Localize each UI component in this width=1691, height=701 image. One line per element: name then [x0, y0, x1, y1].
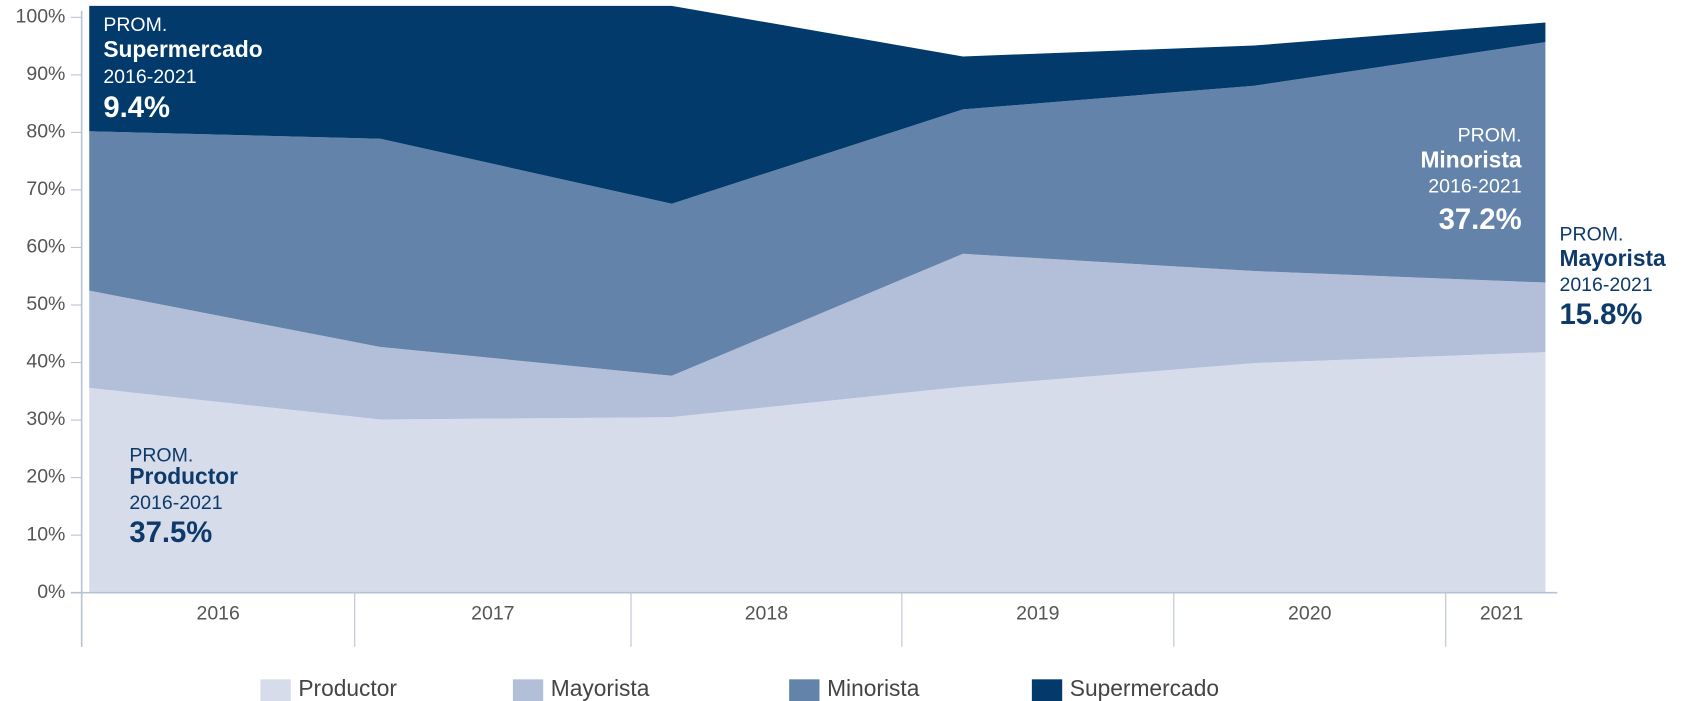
- annotation-line: PROM.: [129, 444, 193, 466]
- annotation-line: 2016-2021: [1560, 274, 1653, 296]
- y-tick-label: 70%: [26, 178, 65, 200]
- legend-label: Productor: [298, 675, 397, 701]
- x-tick-label: 2016: [196, 602, 239, 624]
- x-tick-label: 2019: [1016, 602, 1059, 624]
- y-tick-label: 30%: [26, 408, 65, 430]
- legend-label: Minorista: [827, 675, 920, 701]
- y-tick-label: 80%: [26, 121, 65, 143]
- annotation-line: PROM.: [1458, 125, 1522, 147]
- y-tick-label: 20%: [26, 466, 65, 488]
- annotation: PROM.Productor 2016-2021 37.5%: [129, 444, 238, 549]
- annotation-line: 9.4%: [103, 92, 170, 124]
- area: [89, 5, 1546, 204]
- area: [89, 352, 1546, 593]
- annotation-line: 2016-2021: [103, 66, 196, 88]
- y-tick-label: 60%: [26, 236, 65, 258]
- annotation-line: Mayorista: [1560, 245, 1667, 271]
- x-tick-label: 2020: [1288, 602, 1332, 624]
- annotation-line: 2016-2021: [129, 492, 222, 514]
- annotation-line: Productor: [129, 463, 238, 489]
- y-tick-label: 10%: [26, 523, 65, 545]
- y-tick-label: 40%: [26, 351, 65, 373]
- area: [89, 42, 1546, 376]
- x-tick-label: 2018: [745, 602, 788, 624]
- area: [89, 253, 1546, 420]
- annotation: PROM.Mayorista 2016-2021 15.8%: [1560, 223, 1667, 331]
- annotation-line: PROM.: [1560, 223, 1624, 245]
- y-tick-label: 90%: [26, 63, 65, 85]
- y-tick-label: 0%: [37, 581, 65, 603]
- y-tick-label: 50%: [26, 293, 65, 315]
- legend-label: Mayorista: [551, 675, 650, 701]
- legend-swatch: [512, 679, 544, 701]
- annotation-line: 37.5%: [129, 517, 212, 549]
- legend-label: Supermercado: [1070, 675, 1219, 701]
- annotation-line: 2016-2021: [1428, 176, 1521, 198]
- annotation-line: 37.2%: [1439, 204, 1522, 236]
- y-tick-label: 100%: [16, 5, 66, 27]
- annotation: PROM.Minorista 2016-2021 37.2%: [1420, 125, 1521, 236]
- annotation-line: PROM.: [103, 14, 167, 36]
- annotation-line: Supermercado: [103, 36, 262, 62]
- legend-swatch: [789, 679, 820, 701]
- legend-swatch: [1031, 679, 1063, 701]
- annotation-line: 15.8%: [1560, 299, 1643, 331]
- x-tick-label: 2017: [471, 602, 514, 624]
- annotation: PROM.Supermercado 2016-2021 9.4%: [103, 14, 262, 124]
- annotation-line: Minorista: [1420, 146, 1521, 172]
- legend-swatch: [260, 679, 291, 701]
- x-tick-label: 2021: [1480, 602, 1523, 624]
